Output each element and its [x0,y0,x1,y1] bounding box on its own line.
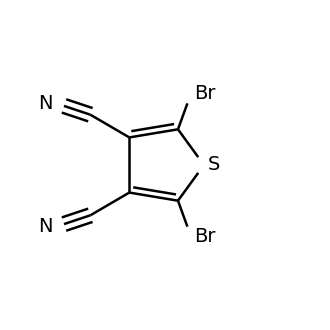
Text: Br: Br [194,227,216,246]
Text: S: S [208,155,220,175]
Text: Br: Br [194,84,216,103]
Text: N: N [39,94,53,113]
Text: N: N [39,217,53,236]
